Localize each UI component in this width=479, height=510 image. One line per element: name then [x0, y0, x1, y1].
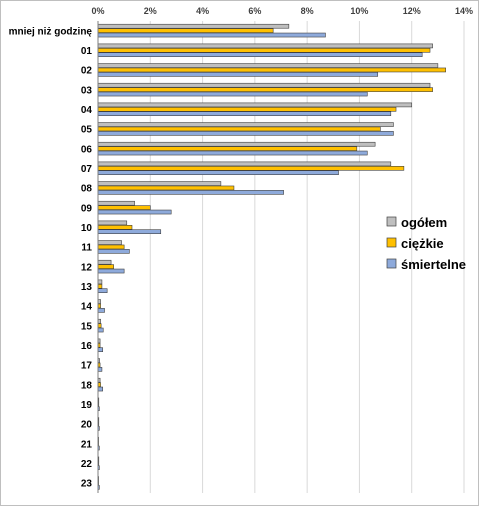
bar-ciężkie [97, 205, 151, 210]
category-label: 04 [81, 105, 93, 116]
category-label: 14 [81, 302, 93, 313]
bar-śmiertelne [97, 111, 392, 116]
bar-śmiertelne [97, 150, 368, 156]
bar-śmiertelne [97, 229, 162, 234]
x-tick-label: 2% [144, 6, 157, 16]
bar-ogółem [97, 23, 290, 29]
bar-śmiertelne [97, 367, 103, 372]
bar-śmiertelne [97, 249, 130, 254]
legend: ogółem ciężkie śmiertelne [386, 215, 466, 272]
bar-ciężkie [97, 166, 405, 171]
bar-ciężkie [97, 185, 235, 191]
bar-śmiertelne [97, 91, 368, 97]
bar-śmiertelne [97, 52, 423, 58]
bar-ogółem [97, 82, 431, 88]
category-label: 16 [81, 341, 93, 352]
category-label: 06 [81, 144, 93, 155]
x-tick-label: 8% [301, 6, 314, 16]
bar-śmiertelne [97, 327, 104, 333]
category-label: 21 [81, 439, 93, 450]
legend-swatch-śmiertelne [386, 258, 397, 269]
bar-ciężkie [97, 67, 447, 73]
bar-ogółem [97, 63, 439, 68]
x-tick-label: 14% [455, 6, 473, 16]
bar-ciężkie [97, 146, 358, 151]
bars [97, 23, 447, 490]
bar-ogółem [97, 161, 392, 167]
bar-śmiertelne [97, 288, 108, 294]
x-axis-tick-labels: 0% 2% 4% 6% 8% 10% 12% 14% [91, 6, 473, 16]
bar-ciężkie [97, 47, 431, 53]
category-label: 07 [81, 164, 93, 175]
category-label: 18 [81, 380, 93, 391]
bar-ogółem [97, 200, 135, 206]
category-label: 02 [81, 66, 93, 77]
legend-swatch-ciężkie [386, 237, 397, 248]
bar-ciężkie [97, 225, 133, 230]
bar-ogółem [97, 43, 433, 49]
bar-śmiertelne [97, 32, 326, 38]
bar-ogółem [97, 240, 122, 245]
bar-śmiertelne [97, 268, 125, 274]
bar-śmiertelne [97, 308, 105, 313]
x-tick-label: 4% [196, 6, 209, 16]
category-label: 22 [81, 459, 93, 470]
legend-label-ciężkie: ciężkie [401, 236, 444, 251]
bar-ogółem [97, 279, 103, 285]
bar-śmiertelne [97, 170, 339, 175]
bar-ogółem [97, 220, 128, 226]
category-label: 05 [81, 125, 93, 136]
category-label: 20 [81, 420, 93, 431]
legend-swatch-ogółem [386, 216, 397, 227]
bar-śmiertelne [97, 209, 172, 215]
bar-śmiertelne [97, 386, 104, 392]
bar-śmiertelne [97, 190, 284, 195]
bar-ciężkie [97, 283, 103, 289]
legend-label-ogółem: ogółem [401, 215, 447, 230]
x-tick-label: 10% [350, 6, 368, 16]
bar-ogółem [97, 122, 394, 127]
category-labels: mniej niż godzinę 01 02 03 04 05 06 07 08 09 10 11 1… [9, 26, 93, 489]
category-label: 13 [81, 282, 93, 293]
bar-ciężkie [97, 28, 274, 33]
bar-ogółem [97, 102, 413, 108]
bar-ciężkie [97, 126, 381, 132]
legend-label-śmiertelne: śmiertelne [401, 257, 466, 272]
bar-ciężkie [97, 244, 125, 250]
category-label: 08 [81, 184, 93, 195]
category-label: 03 [81, 85, 93, 96]
category-label: 15 [81, 321, 93, 332]
category-label: 19 [81, 400, 93, 411]
x-tick-label: 0% [91, 6, 104, 16]
gridlines [97, 21, 465, 493]
bar-ogółem [97, 141, 376, 147]
category-label: mniej niż godzinę [9, 26, 93, 37]
bar-śmiertelne [97, 72, 379, 77]
category-label: 17 [81, 361, 93, 372]
x-tick-label: 6% [248, 6, 261, 16]
category-label: 12 [81, 262, 93, 273]
bar-ogółem [97, 259, 112, 265]
bar-śmiertelne [97, 131, 394, 136]
category-label: 01 [81, 46, 93, 57]
bar-ciężkie [97, 107, 397, 112]
category-label: 23 [81, 479, 93, 490]
category-label: 10 [81, 223, 93, 234]
bar-ciężkie [97, 87, 433, 92]
category-label: 09 [81, 203, 93, 214]
bar-ogółem [97, 181, 222, 186]
bar-ciężkie [97, 264, 114, 269]
x-tick-label: 12% [403, 6, 421, 16]
bar-śmiertelne [97, 347, 104, 353]
category-label: 11 [81, 243, 92, 254]
